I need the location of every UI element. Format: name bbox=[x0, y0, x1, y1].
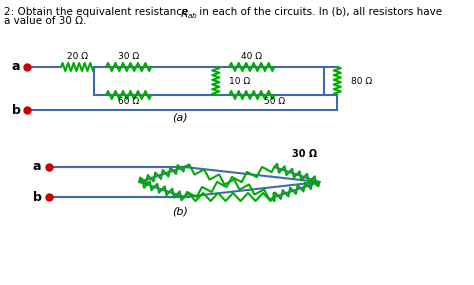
Text: 30 Ω: 30 Ω bbox=[118, 52, 139, 61]
Text: 2: Obtain the equivalent resistance: 2: Obtain the equivalent resistance bbox=[4, 7, 191, 17]
Text: $R_{ab}$: $R_{ab}$ bbox=[180, 7, 198, 21]
Text: 10 Ω: 10 Ω bbox=[229, 76, 250, 86]
Text: $\mathbf{a}$: $\mathbf{a}$ bbox=[11, 60, 21, 74]
Text: (b): (b) bbox=[172, 207, 188, 217]
Text: 20 Ω: 20 Ω bbox=[67, 52, 88, 61]
Text: $\mathbf{a}$: $\mathbf{a}$ bbox=[32, 160, 42, 174]
Text: 60 Ω: 60 Ω bbox=[118, 97, 139, 106]
Text: $\mathbf{b}$: $\mathbf{b}$ bbox=[32, 190, 42, 204]
Text: 50 Ω: 50 Ω bbox=[264, 97, 285, 106]
Text: 30 Ω: 30 Ω bbox=[292, 149, 318, 159]
Text: $\mathbf{b}$: $\mathbf{b}$ bbox=[11, 103, 21, 117]
Text: (a): (a) bbox=[172, 112, 188, 122]
Text: 40 Ω: 40 Ω bbox=[241, 52, 262, 61]
Text: 80 Ω: 80 Ω bbox=[351, 76, 372, 86]
Text: a value of 30 Ω.: a value of 30 Ω. bbox=[4, 16, 86, 26]
Text: in each of the circuits. In (b), all resistors have: in each of the circuits. In (b), all res… bbox=[196, 7, 442, 17]
